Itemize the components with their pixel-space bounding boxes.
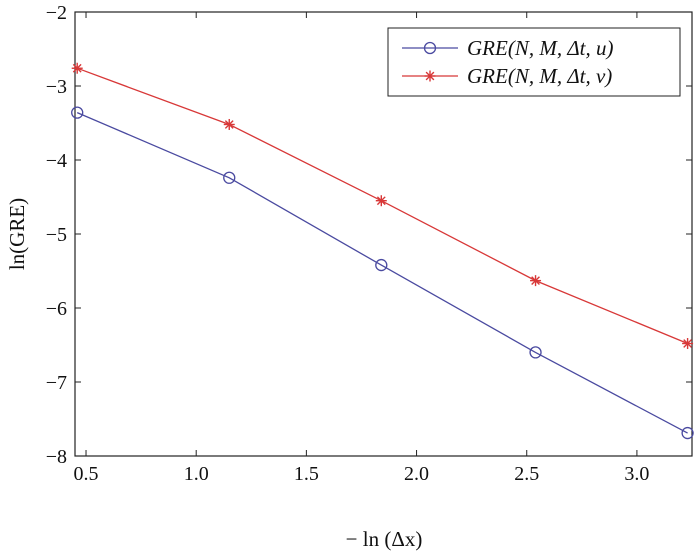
x-tick-label: 3.0 [624,463,649,485]
data-point-circle [375,258,388,272]
legend-star-glyph [424,70,436,82]
legend: GRE(N, M, Δt, u) GRE(N, M, Δt, v) [387,27,681,97]
y-tick-label: −7 [46,372,67,394]
y-axis-title: ln(GRE) [5,198,29,270]
data-point-circle [529,346,542,359]
y-tick-label: −5 [46,224,67,246]
x-tick-label: 2.0 [404,463,429,485]
series-line [76,67,688,345]
data-point-star [223,118,235,130]
series-layer [71,62,694,440]
series-u [71,106,694,440]
x-axis-title: − ln (Δx) [346,527,423,551]
data-point-circle [681,426,694,440]
legend-label-v: GRE(N, M, Δt, v) [467,64,612,88]
legend-marker-v [424,70,436,82]
data-point-star [375,195,387,207]
series-line [76,112,688,434]
y-tick-label: −4 [46,150,67,172]
data-point-star [71,62,83,74]
series-v [71,62,694,350]
x-tick-label: 1.0 [184,463,209,485]
y-tick-label: −6 [46,298,67,320]
x-tick-label: 2.5 [514,463,539,485]
axis-ticks: 0.5 1.0 1.5 2.0 2.5 3.0 −2 −3 −4 −5 −6 −7 −8 [46,2,692,485]
data-point-circle [223,171,236,184]
legend-label-u: GRE(N, M, Δt, u) [467,36,613,60]
legend-box [387,27,681,97]
legend-marker-u [423,41,437,55]
y-tick-label: −3 [46,76,67,98]
data-point-star [682,338,694,350]
data-point-star [530,275,542,287]
y-tick-label: −8 [46,446,67,468]
x-tick-label: 0.5 [74,463,99,485]
data-point-circle [71,106,84,119]
y-tick-label: −2 [46,2,67,24]
x-tick-label: 1.5 [294,463,319,485]
